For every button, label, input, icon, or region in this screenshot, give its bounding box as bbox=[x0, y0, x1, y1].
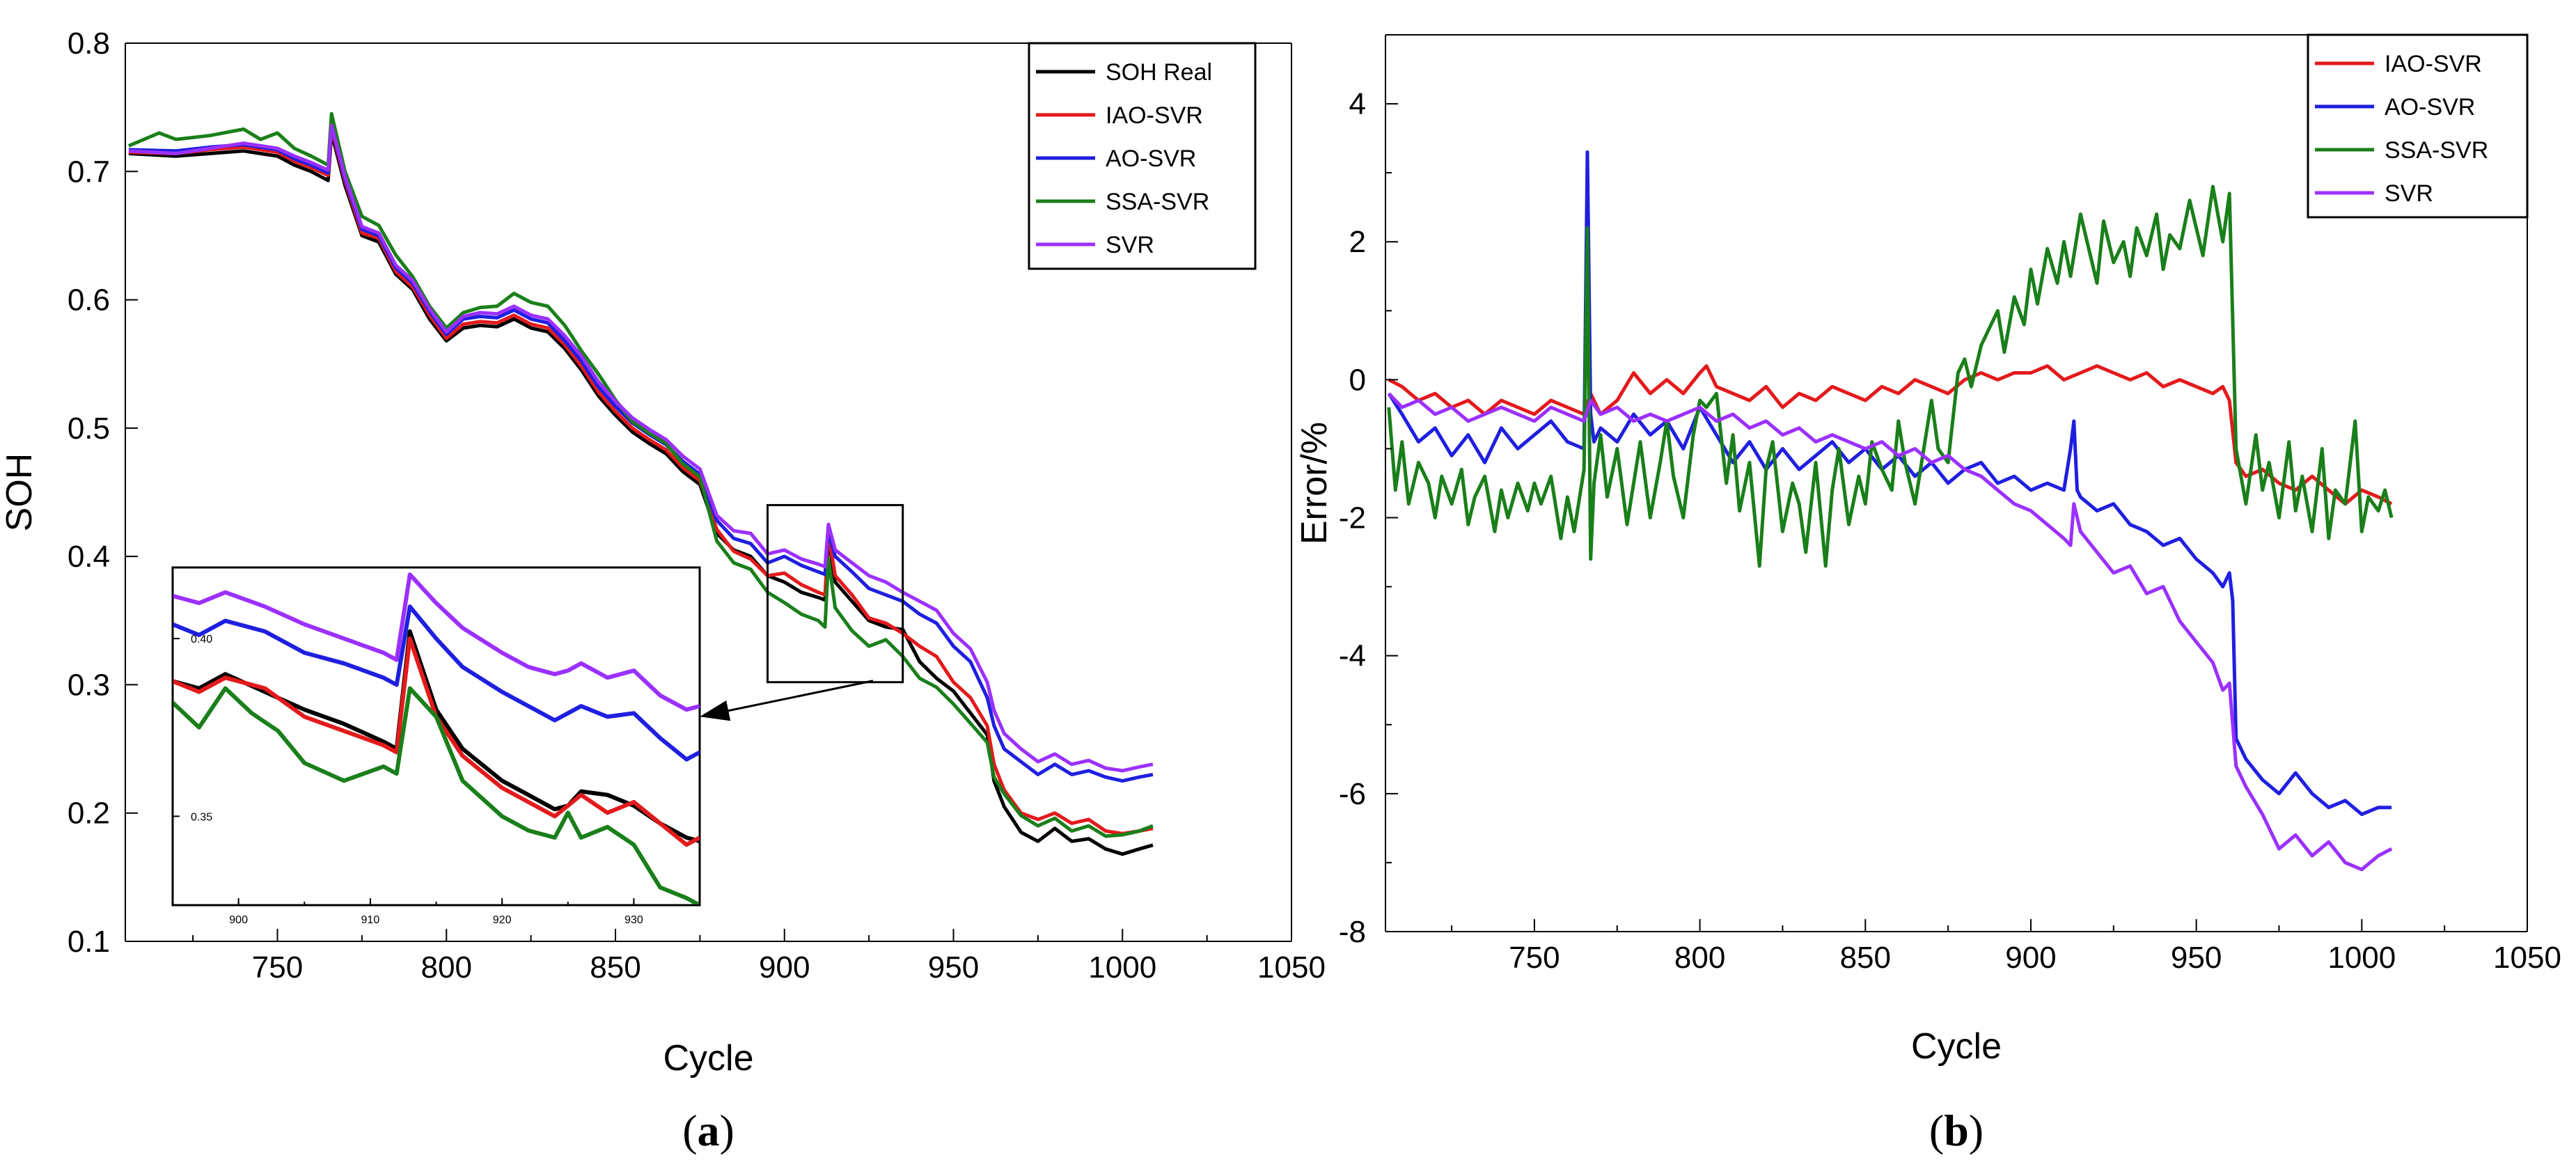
panel-b-x-axis-title: Cycle bbox=[1911, 1026, 2002, 1067]
panel-b-y-tick-label: 4 bbox=[1349, 87, 1366, 121]
panel-b-x-tick-label: 800 bbox=[1674, 941, 1725, 975]
panel-b-legend bbox=[2307, 33, 2529, 219]
panel-a-x-tick-label: 1050 bbox=[1257, 950, 1326, 985]
panel-a-soh-chart: 750 800 850 900 950 1000 1050 0.1 0.2 0.3 0.4 0.5 0.… bbox=[0, 26, 1326, 1155]
panel-a-x-axis-title: Cycle bbox=[663, 1038, 753, 1079]
panel-a-inset-series-ao-svr bbox=[173, 604, 700, 762]
panel-a-inset-y-tick-label: 0.35 bbox=[191, 811, 212, 823]
panel-b-y-tick-label: 0 bbox=[1349, 363, 1366, 397]
panel-a-legend-label: SOH Real bbox=[1106, 59, 1212, 86]
panel-a-inset-series-svr bbox=[173, 572, 700, 712]
panel-b-y-tick-label: -2 bbox=[1339, 501, 1366, 535]
panel-b-x-tick-label: 1000 bbox=[2327, 941, 2396, 975]
panel-b-y-tick-label: -4 bbox=[1339, 639, 1366, 673]
panel-a-inset-x-tick-label: 900 bbox=[229, 914, 248, 926]
panel-a-legend-label: IAO-SVR bbox=[1106, 102, 1203, 129]
panel-a-y-tick-label: 0.2 bbox=[68, 797, 110, 831]
panel-a-inset-y-tick-label: 0.40 bbox=[191, 634, 212, 645]
panel-a-x-tick-label: 900 bbox=[759, 950, 810, 985]
panel-a-legend-label: AO-SVR bbox=[1106, 146, 1196, 172]
panel-a-zoom-arrow bbox=[700, 680, 874, 721]
panel-b-x-tick-label: 950 bbox=[2171, 941, 2222, 975]
panel-b-x-tick-label: 1050 bbox=[2493, 941, 2561, 975]
panel-b-error-chart: 750 800 850 900 950 1000 1050 -8 -6 -4 -2 0 2 4 IAO-SV… bbox=[1294, 33, 2561, 1155]
panel-b-series-svr bbox=[1387, 392, 2393, 872]
panel-a-x-tick-label: 950 bbox=[928, 950, 979, 985]
panel-a-legend-label: SSA-SVR bbox=[1106, 189, 1209, 215]
panel-b-y-tick-label: -6 bbox=[1339, 777, 1366, 811]
panel-b-y-axis-title: Error/% bbox=[1294, 422, 1335, 544]
panel-b-legend-label: SSA-SVR bbox=[2385, 137, 2488, 164]
panel-a-inset-series-group bbox=[173, 572, 700, 905]
panel-b-series-group bbox=[1387, 150, 2394, 872]
panel-a-y-tick-label: 0.7 bbox=[68, 155, 110, 189]
panel-a-series-group bbox=[127, 111, 1154, 856]
panel-a-inset-series-iao-svr bbox=[173, 636, 700, 847]
panel-b-series-ssa-svr bbox=[1387, 185, 2394, 568]
panel-b-x-tick-label: 750 bbox=[1509, 941, 1560, 975]
panel-a-inset-series-ssa-svr bbox=[173, 686, 700, 905]
panel-a-legend bbox=[1028, 42, 1257, 270]
panel-a-zoom-region bbox=[766, 503, 904, 684]
panel-b-x-tick-label: 850 bbox=[1840, 941, 1891, 975]
panel-b-series-iao-svr bbox=[1388, 364, 2393, 506]
panel-a-x-tick-label: 750 bbox=[252, 950, 303, 985]
panel-b-legend-label: IAO-SVR bbox=[2385, 51, 2482, 77]
panel-b-y-tick-label: 2 bbox=[1349, 225, 1366, 259]
panel-a-panel-label: (a) bbox=[682, 1106, 735, 1155]
panel-a-y-tick-label: 0.3 bbox=[68, 668, 110, 702]
panel-a-y-axis-title: SOH bbox=[0, 453, 40, 532]
panel-b-series-ao-svr bbox=[1387, 150, 2392, 817]
panel-b-legend-label: SVR bbox=[2385, 180, 2433, 207]
panel-a-y-tick-label: 0.4 bbox=[68, 540, 110, 574]
panel-a-inset-x-tick-label: 930 bbox=[625, 914, 643, 926]
panel-b-y-tick-label: -8 bbox=[1339, 915, 1366, 949]
panel-a-x-tick-label: 800 bbox=[421, 950, 472, 985]
panel-a-series-ssa-svr bbox=[127, 111, 1154, 838]
panel-b-x-tick-label: 900 bbox=[2005, 941, 2056, 975]
panel-a-inset-x-tick-label: 910 bbox=[361, 914, 380, 926]
panel-a-x-tick-label: 850 bbox=[590, 950, 641, 985]
panel-a-y-tick-label: 0.8 bbox=[68, 26, 110, 61]
panel-a-x-tick-label: 1000 bbox=[1088, 950, 1156, 985]
panel-a-inset-frame bbox=[171, 566, 701, 907]
panel-a-y-tick-label: 0.1 bbox=[68, 925, 110, 959]
panel-b-panel-label: (b) bbox=[1929, 1106, 1984, 1155]
panel-b-legend-label: AO-SVR bbox=[2385, 94, 2475, 120]
panel-a-inset-x-tick-label: 920 bbox=[493, 914, 512, 926]
panel-a-y-tick-label: 0.5 bbox=[68, 411, 110, 446]
panel-a-series-ao-svr bbox=[128, 125, 1154, 783]
panel-a-legend-label: SVR bbox=[1106, 232, 1154, 258]
panel-a-y-tick-label: 0.6 bbox=[68, 283, 110, 317]
panel-a-series-svr bbox=[128, 123, 1154, 773]
